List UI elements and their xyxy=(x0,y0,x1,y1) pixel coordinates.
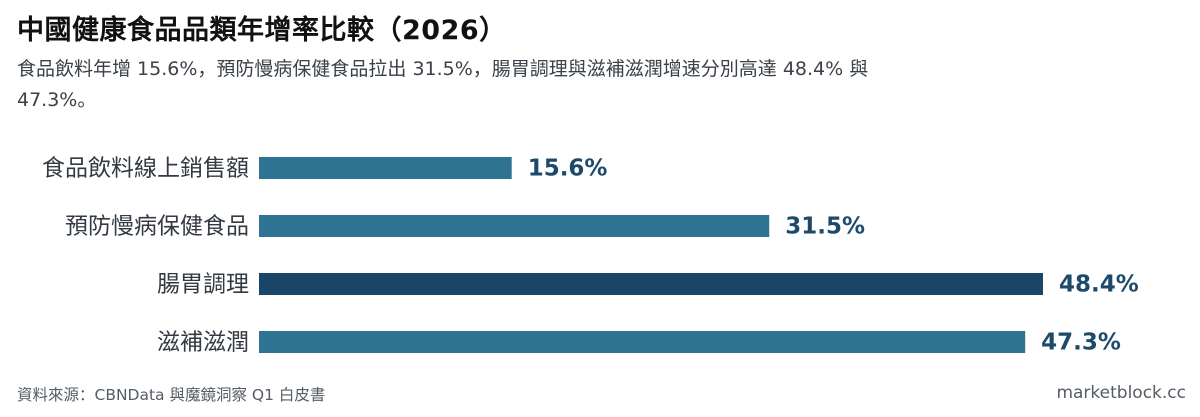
bar xyxy=(259,215,770,237)
bar xyxy=(259,331,1026,353)
bar xyxy=(259,157,512,179)
category-label: 食品飲料線上銷售額 xyxy=(42,156,249,182)
value-label: 47.3% xyxy=(1041,330,1121,356)
brand-link[interactable]: marketblock.cc xyxy=(1056,383,1186,403)
category-label: 腸胃調理 xyxy=(157,272,249,298)
category-label: 滋補滋潤 xyxy=(157,330,249,356)
value-label: 15.6% xyxy=(528,156,608,182)
chart-subtitle: 食品飲料年增 15.6%，預防慢病保健食品拉出 31.5%，腸胃調理與滋補滋潤增… xyxy=(17,58,869,111)
value-label: 48.4% xyxy=(1059,272,1139,298)
value-label: 31.5% xyxy=(785,214,865,240)
source-note: 資料來源：CBNData 與魔鏡洞察 Q1 白皮書 xyxy=(17,386,326,404)
bar xyxy=(259,273,1043,295)
chart-title: 中國健康食品品類年增率比較（2026） xyxy=(17,15,507,46)
bar-chart: 食品飲料線上銷售額 15.6% 預防慢病保健食品 31.5% 腸胃調理 48.4% 滋補滋潤… xyxy=(42,156,1139,356)
category-label: 預防慢病保健食品 xyxy=(65,214,249,240)
